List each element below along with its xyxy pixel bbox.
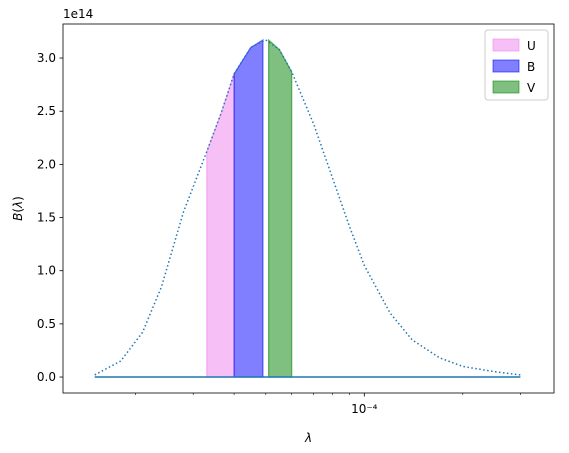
legend-swatch-v [492,80,520,94]
legend-label-v: V [527,81,536,95]
legend-swatch-u [492,38,520,52]
band-u [206,73,235,378]
plot-frame [62,23,555,394]
x-tick-label: 10⁻⁴ [351,402,378,416]
y-axis-label: B(λ) [11,196,25,221]
y-tick-label: 1.0 [37,264,56,278]
y-tick-label: 1.5 [37,211,56,225]
x-axis-label: λ [304,431,312,445]
y-offset-label: 1e14 [63,7,93,21]
y-tick-label: 2.0 [37,157,56,171]
legend: UBV [484,29,549,101]
band-v [268,38,293,378]
y-tick-label: 0.0 [37,370,56,384]
legend-label-u: U [527,39,536,53]
y-tick-label: 0.5 [37,317,56,331]
planck-curve [94,39,521,376]
legend-swatch-b [492,59,520,73]
y-tick-label: 3.0 [37,51,56,65]
band-b [233,38,264,378]
y-tick-label: 2.5 [37,104,56,118]
legend-label-b: B [527,60,535,74]
